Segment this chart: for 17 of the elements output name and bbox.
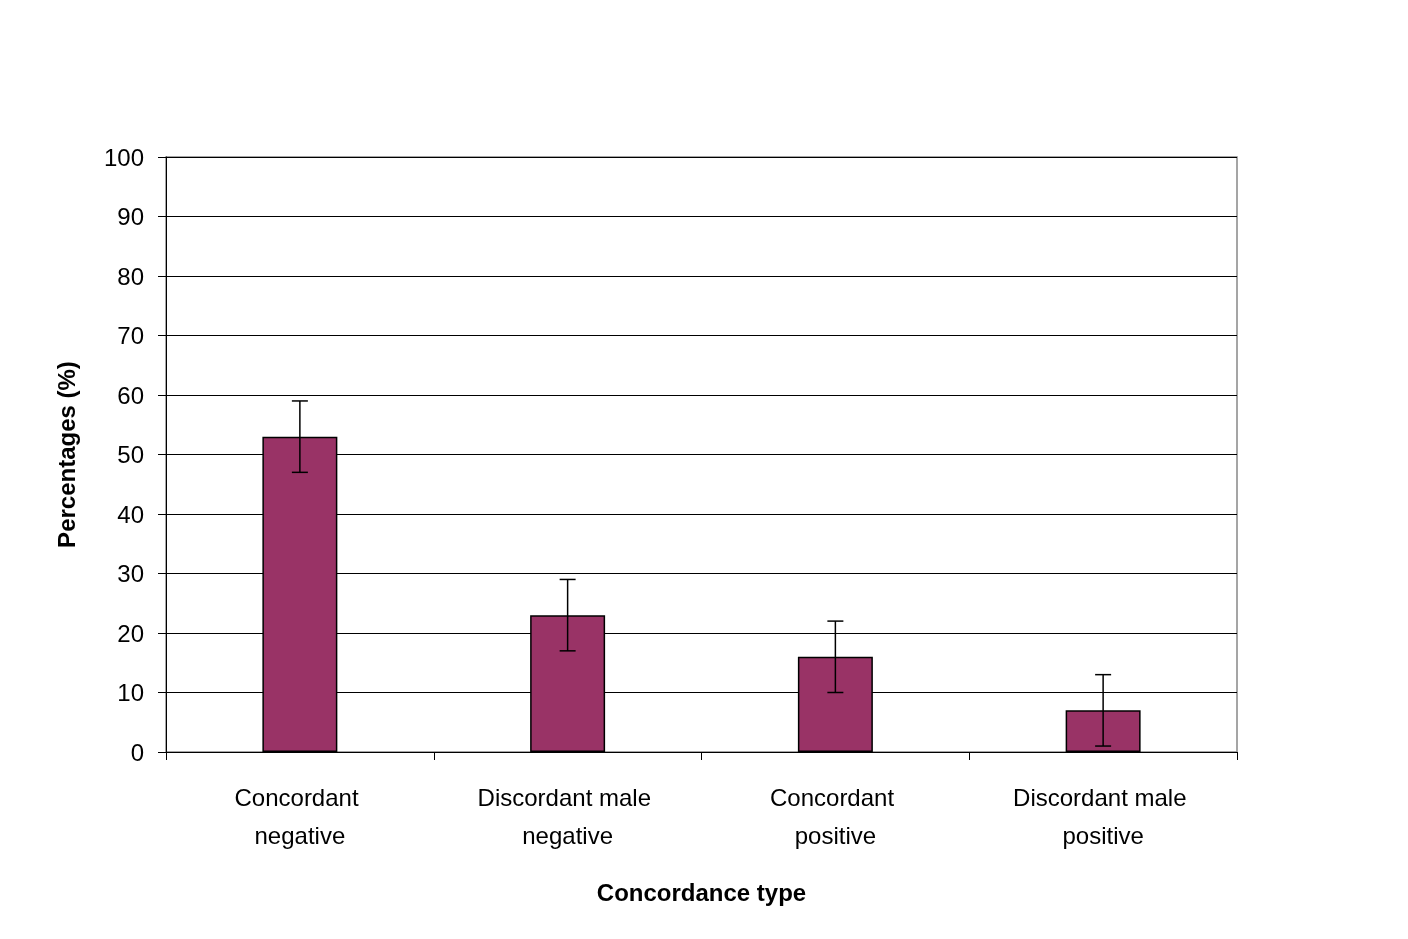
- y-tick-label: 0: [130, 738, 144, 766]
- x-tick-label: Discordant male positive: [1013, 783, 1194, 849]
- y-tick-label: 50: [117, 441, 144, 468]
- x-tick-label: Concordant positive: [770, 783, 901, 849]
- y-tick-label: 40: [117, 500, 144, 528]
- y-tick-label: 10: [117, 679, 144, 706]
- y-tick-label: 70: [117, 322, 144, 349]
- x-tick-label: Concordant negative: [234, 783, 366, 849]
- y-tick-label: 90: [117, 203, 144, 230]
- y-tick-label: 30: [117, 560, 144, 587]
- y-tick-label: 60: [117, 381, 144, 409]
- y-tick-label: 100: [103, 143, 144, 171]
- x-tick-label: Discordant male negative: [477, 783, 658, 849]
- y-tick-label: 80: [117, 262, 144, 290]
- x-axis-title: Concordance type: [596, 878, 807, 906]
- y-axis-title: Percentages (%): [52, 361, 80, 548]
- y-tick-label: 20: [117, 619, 144, 647]
